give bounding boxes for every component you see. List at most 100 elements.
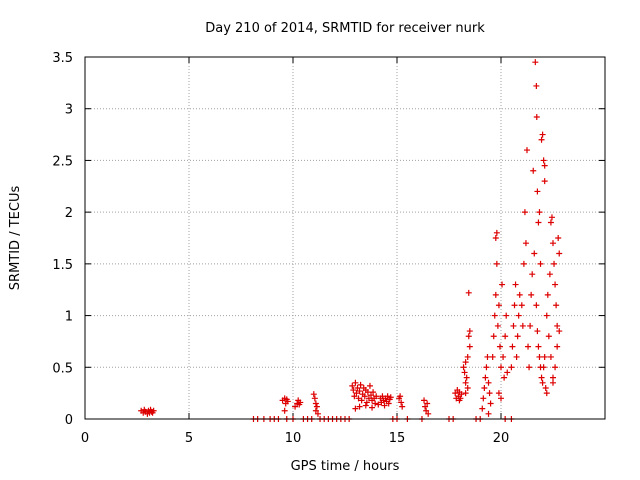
data-point	[550, 240, 556, 247]
data-point	[533, 82, 540, 89]
data-point	[399, 403, 406, 410]
data-point	[539, 379, 546, 386]
data-point	[486, 390, 493, 397]
data-point	[544, 291, 551, 298]
data-point	[314, 410, 321, 417]
data-point	[527, 322, 534, 329]
data-point	[490, 333, 497, 340]
data-point	[313, 403, 320, 410]
data-point	[533, 113, 540, 120]
data-point	[365, 395, 372, 402]
data-point	[540, 157, 547, 164]
data-point	[555, 235, 562, 241]
y-tick-label: 1.5	[52, 258, 73, 273]
data-point	[150, 407, 157, 414]
data-point	[509, 343, 516, 350]
data-point	[425, 410, 432, 417]
data-point	[519, 322, 526, 329]
data-point	[547, 353, 554, 360]
data-point	[292, 403, 299, 410]
data-point	[532, 59, 539, 66]
data-point	[481, 384, 488, 391]
data-point	[456, 397, 463, 404]
data-point	[548, 214, 555, 221]
data-point	[423, 407, 430, 414]
data-point	[543, 390, 550, 397]
data-point	[281, 407, 288, 414]
data-point	[510, 322, 517, 329]
data-point	[520, 260, 527, 267]
data-point	[369, 404, 376, 411]
data-point	[384, 393, 391, 400]
data-point	[493, 260, 500, 267]
data-point	[552, 364, 559, 371]
data-point	[503, 312, 510, 319]
x-tick-label: 10	[285, 431, 302, 446]
data-point	[362, 402, 369, 409]
data-point	[495, 302, 502, 309]
data-point	[465, 333, 472, 340]
data-point	[500, 353, 507, 360]
data-point	[458, 391, 465, 398]
data-point	[484, 353, 491, 360]
data-point	[556, 250, 563, 257]
data-point	[543, 312, 550, 319]
data-point	[541, 178, 548, 185]
data-point	[462, 379, 469, 386]
data-point	[545, 333, 552, 340]
data-point	[540, 364, 547, 371]
y-tick-label: 3.5	[52, 51, 73, 66]
data-point	[312, 400, 319, 407]
data-point	[464, 353, 471, 360]
y-tick-label: 1	[65, 310, 73, 325]
data-point	[501, 374, 508, 381]
data-point	[387, 394, 394, 401]
data-point	[514, 333, 521, 340]
y-tick-label: 2	[65, 206, 73, 221]
y-tick-label: 3	[65, 103, 73, 118]
data-point	[297, 399, 304, 406]
data-point	[528, 291, 535, 298]
y-axis-label: SRMTID / TECUs	[8, 186, 23, 291]
data-point	[492, 235, 499, 241]
y-tick-label: 0	[65, 413, 73, 428]
data-point	[422, 403, 429, 410]
data-point	[463, 374, 470, 381]
data-point	[357, 381, 364, 388]
data-point	[513, 353, 520, 360]
data-point	[379, 393, 386, 400]
data-point	[541, 162, 548, 169]
data-point	[522, 240, 529, 247]
x-tick-label: 0	[81, 431, 89, 446]
plot-frame	[84, 56, 606, 420]
data-point	[385, 400, 392, 407]
data-point	[310, 391, 317, 398]
data-point	[554, 343, 561, 350]
data-point	[375, 401, 382, 408]
data-point	[491, 312, 498, 319]
data-point	[535, 219, 542, 226]
data-point	[464, 384, 471, 391]
data-point	[424, 400, 431, 407]
data-point	[529, 271, 536, 278]
data-point	[366, 382, 373, 389]
data-point	[541, 353, 548, 360]
data-point	[373, 393, 380, 400]
data-point	[518, 302, 525, 309]
data-point	[547, 219, 554, 226]
data-point	[479, 405, 486, 412]
data-point	[361, 393, 368, 400]
data-point	[483, 364, 490, 371]
data-point	[521, 209, 528, 216]
data-point	[502, 333, 509, 340]
data-point	[351, 393, 358, 400]
data-point	[356, 388, 363, 395]
x-axis-label: GPS time / hours	[291, 459, 400, 474]
data-point	[550, 374, 556, 381]
data-point	[526, 364, 533, 371]
data-point	[535, 343, 542, 350]
data-point	[533, 302, 540, 309]
data-point	[539, 131, 546, 138]
data-point	[511, 302, 518, 309]
